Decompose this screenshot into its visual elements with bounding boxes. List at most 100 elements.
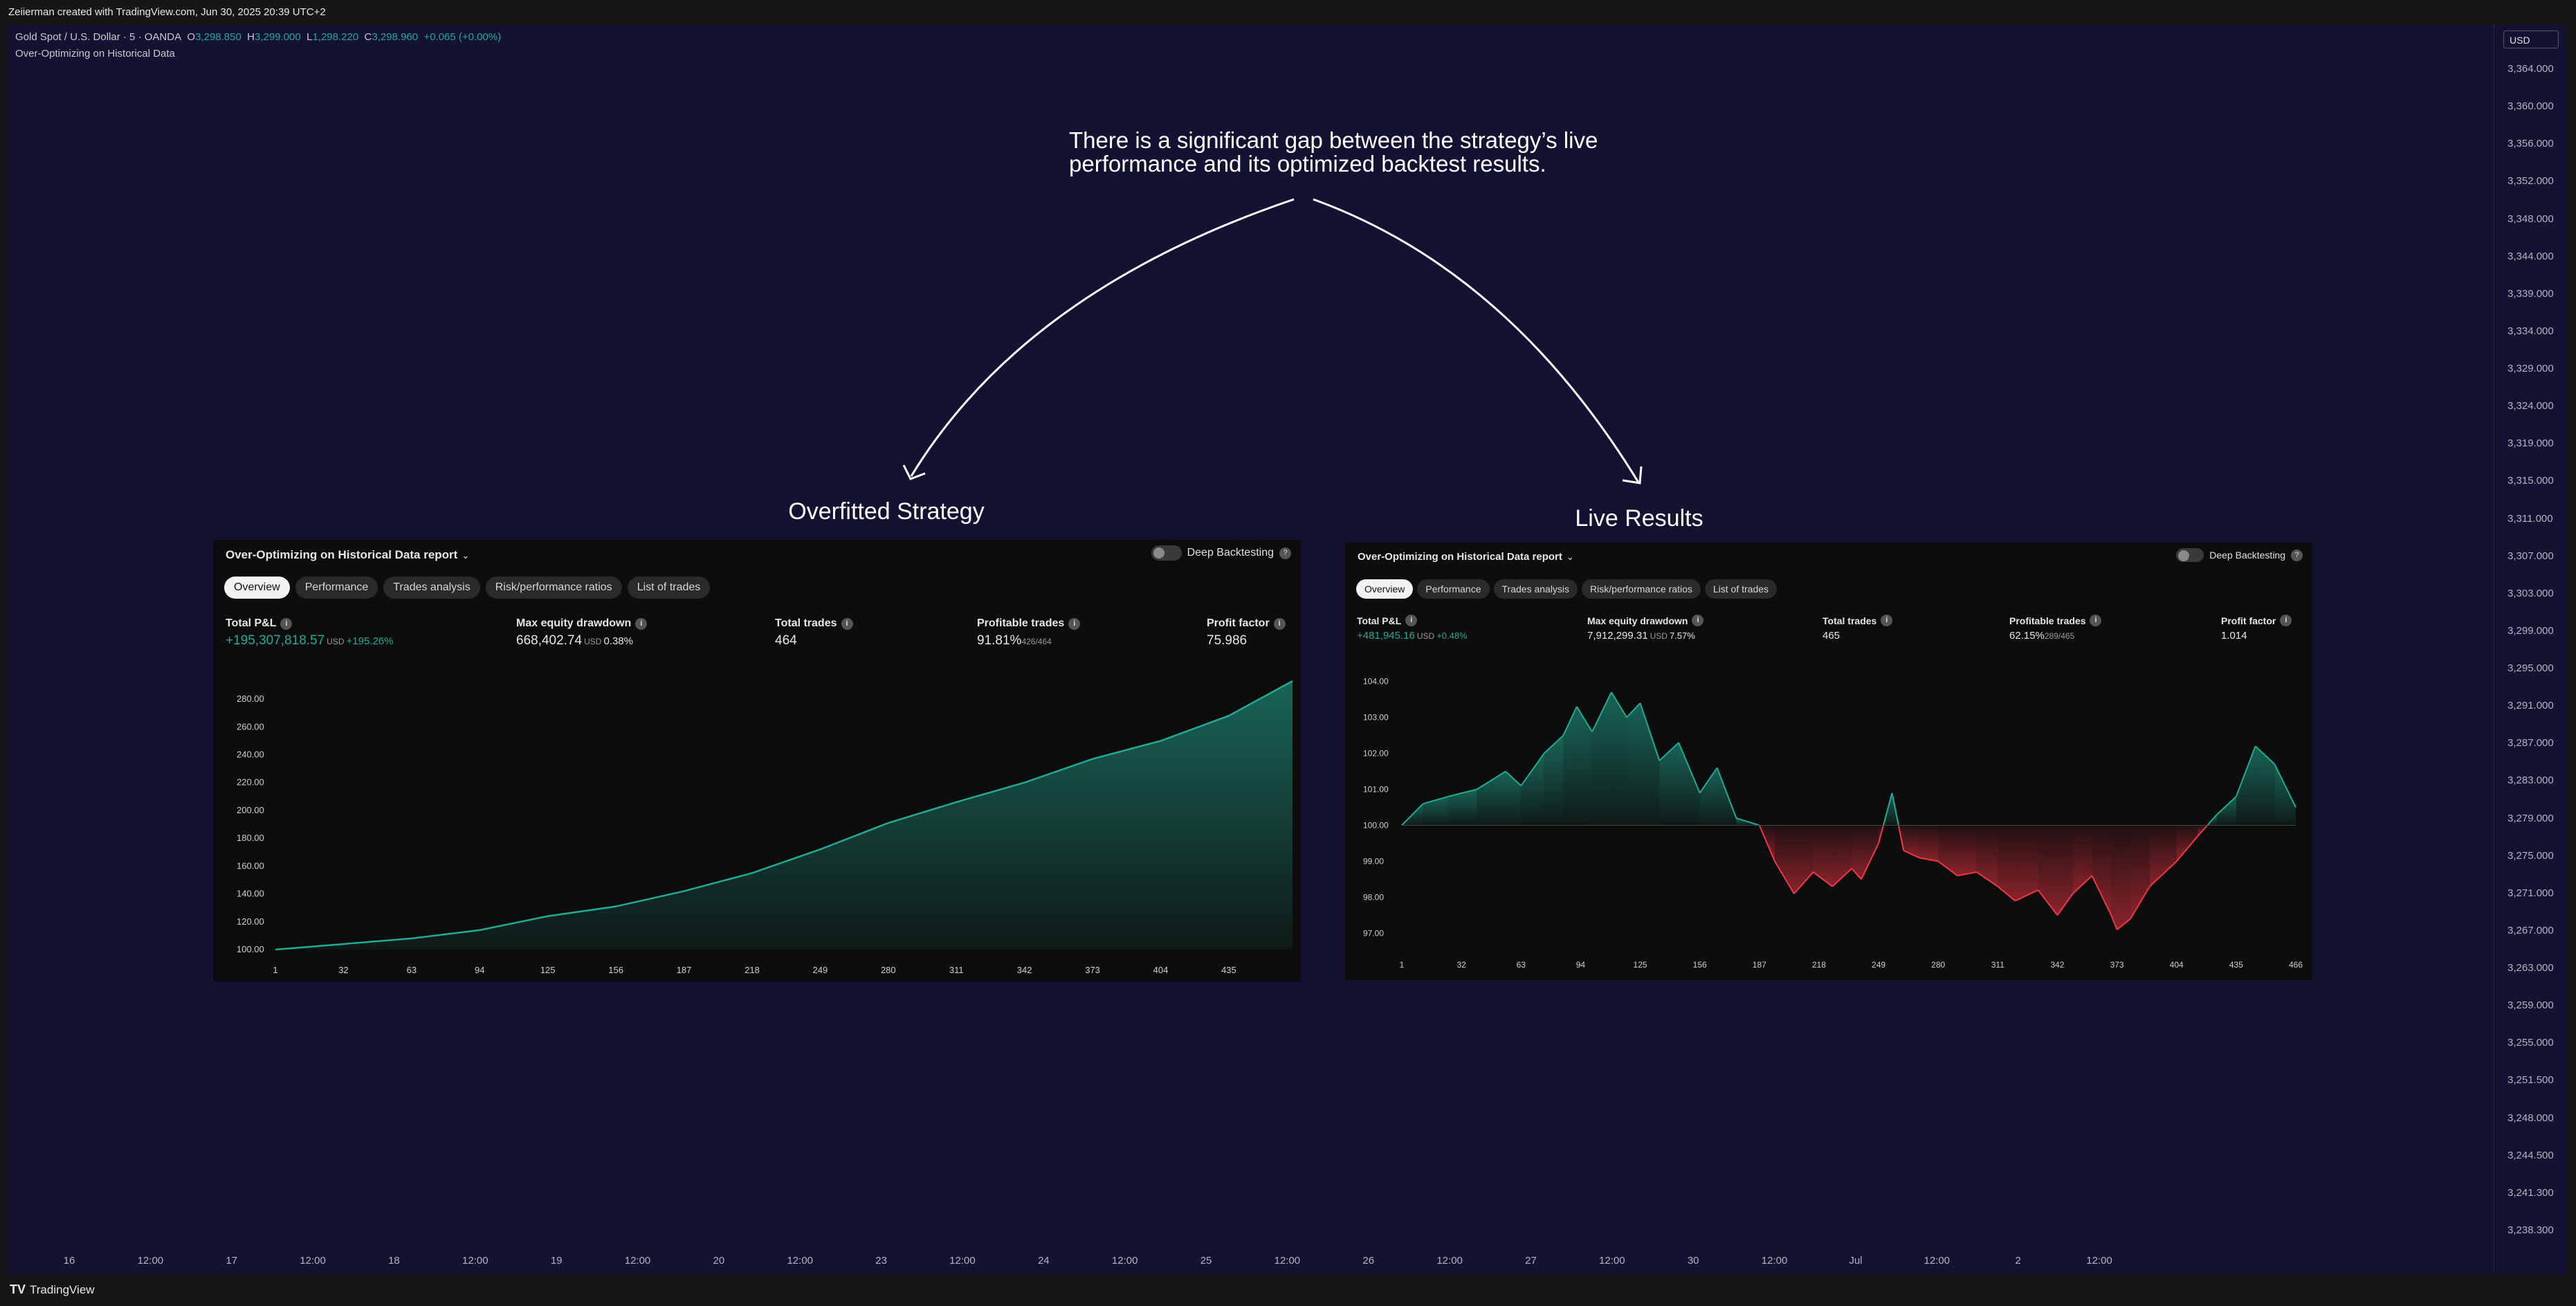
time-tick: 20 — [713, 1255, 725, 1267]
loss-line — [2072, 875, 2093, 894]
gain-line — [1659, 742, 1679, 761]
info-icon[interactable]: i — [1405, 615, 1418, 626]
x-tick-label: 1 — [273, 965, 277, 975]
equity-chart-live: 97.00 98.00 99.00 100.00 101.00 102.00 103.00 1… — [1363, 677, 2303, 970]
loss-line — [1861, 843, 1879, 880]
info-icon[interactable]: i — [2280, 615, 2292, 626]
tab-list-of-trades[interactable]: List of trades — [1704, 579, 1778, 599]
loss-area — [1861, 825, 1879, 880]
open-value: 3,298.850 — [195, 31, 241, 43]
loss-area — [1957, 825, 1977, 876]
loss-area — [2057, 825, 2073, 916]
info-icon[interactable]: i — [841, 617, 853, 630]
gain-area — [1640, 702, 1660, 826]
y-tick-label: 101.00 — [1363, 785, 1389, 795]
price-tick: 3,315.000 — [2508, 475, 2554, 487]
loss-line — [2197, 824, 2208, 837]
loss-line — [2175, 835, 2199, 862]
info-icon[interactable]: i — [280, 617, 293, 630]
x-tick-label: 1 — [1400, 960, 1405, 970]
price-tick: 3,275.000 — [2508, 849, 2554, 862]
loss-line — [2110, 915, 2118, 930]
tab-trades-analysis[interactable]: Trades analysis — [383, 577, 480, 599]
study-legend[interactable]: Over-Optimizing on Historical Data — [15, 48, 175, 60]
arrowhead-left — [902, 464, 926, 480]
loss-area — [2015, 825, 2038, 901]
equity-chart-overfitted: 100.00 120.00 140.00 160.00 180.00 200.00 220.… — [237, 680, 1293, 975]
loss-area — [1852, 825, 1862, 880]
tab-risk-ratios[interactable]: Risk/performance ratios — [1582, 579, 1701, 599]
info-icon[interactable]: i — [1273, 617, 1286, 630]
report-title[interactable]: Over-Optimizing on Historical Data repor… — [1358, 551, 1574, 563]
price-scale[interactable] — [2494, 25, 2566, 1274]
deep-backtesting[interactable]: Deep Backtesting ? — [1151, 545, 1291, 561]
gain-line — [1401, 803, 1424, 826]
gain-line — [2274, 763, 2296, 808]
gain-area — [1679, 742, 1700, 826]
gain-line — [1626, 702, 1641, 718]
price-tick: 3,248.000 — [2508, 1112, 2554, 1124]
report-title[interactable]: Over-Optimizing on Historical Data repor… — [226, 548, 470, 561]
symbol-legend[interactable]: Gold Spot / U.S. Dollar · 5 · OANDA O3,2… — [15, 31, 502, 43]
price-tick: 3,324.000 — [2508, 400, 2554, 412]
tab-overview[interactable]: Overview — [1356, 579, 1414, 599]
price-tick: 3,303.000 — [2508, 587, 2554, 599]
price-tick: 3,344.000 — [2508, 250, 2554, 262]
stat-total-pnl: Total P&L i +481,945.16 USD +0.48% — [1357, 615, 1468, 642]
tab-list-of-trades[interactable]: List of trades — [627, 577, 711, 599]
x-tick-label: 32 — [1456, 960, 1466, 970]
loss-line — [2116, 918, 2131, 930]
price-tick: 3,259.000 — [2508, 999, 2554, 1012]
loss-area — [1938, 825, 1957, 876]
low-value: 1,298.220 — [312, 31, 359, 43]
tab-overview[interactable]: Overview — [224, 577, 290, 599]
tradingview-logo[interactable]: TV TradingView — [10, 1282, 95, 1296]
report-tabs: Overview Performance Trades analysis Ris… — [224, 577, 711, 599]
stat-profit-factor: Profit factor i 1.014 — [2221, 615, 2292, 642]
time-tick: 12:00 — [1274, 1255, 1301, 1267]
info-icon[interactable]: i — [2090, 615, 2102, 626]
time-tick: 18 — [388, 1255, 400, 1267]
deep-backtesting-toggle[interactable] — [1151, 545, 1182, 561]
loss-area — [1813, 825, 1833, 887]
info-icon[interactable]: i — [1692, 615, 1704, 626]
loss-line — [2037, 889, 2058, 916]
time-tick: 12:00 — [787, 1255, 814, 1267]
x-tick-label: 404 — [1153, 965, 1169, 975]
gain-line — [2207, 814, 2218, 826]
y-tick-label: 103.00 — [1363, 713, 1389, 723]
time-tick: 25 — [1200, 1255, 1212, 1267]
loss-line — [2130, 886, 2150, 920]
price-tick: 3,255.000 — [2508, 1037, 2554, 1049]
tab-trades-analysis[interactable]: Trades analysis — [1493, 579, 1578, 599]
info-icon[interactable]: i — [1068, 617, 1081, 630]
y-tick-label: 280.00 — [237, 693, 264, 704]
help-icon[interactable]: ? — [1279, 547, 1291, 559]
time-tick: 16 — [63, 1255, 75, 1267]
x-tick-label: 156 — [1693, 960, 1707, 970]
info-icon[interactable]: i — [635, 617, 648, 630]
tab-risk-ratios[interactable]: Risk/performance ratios — [485, 577, 622, 599]
gain-area — [1521, 753, 1544, 826]
tab-performance[interactable]: Performance — [1417, 579, 1490, 599]
loss-area — [1903, 825, 1919, 858]
price-tick: 3,283.000 — [2508, 774, 2554, 787]
loss-area — [2149, 825, 2177, 887]
close-value: 3,298.960 — [372, 31, 419, 43]
loss-line — [1957, 871, 1977, 877]
price-tick: 3,329.000 — [2508, 363, 2554, 375]
help-icon[interactable]: ? — [2291, 549, 2303, 561]
price-tick: 3,238.300 — [2508, 1224, 2554, 1236]
stat-total-trades: Total trades i 464 — [775, 617, 853, 649]
deep-backtesting[interactable]: Deep Backtesting ? — [2176, 548, 2303, 562]
gain-area — [1592, 692, 1611, 826]
time-tick: 12:00 — [300, 1255, 326, 1267]
info-icon[interactable]: i — [1881, 615, 1893, 626]
y-tick-label: 200.00 — [237, 805, 264, 815]
deep-backtesting-toggle[interactable] — [2176, 548, 2204, 562]
time-tick: 23 — [875, 1255, 887, 1267]
gain-line — [1543, 734, 1564, 754]
tab-performance[interactable]: Performance — [295, 577, 378, 599]
currency-button[interactable]: USD — [2503, 30, 2559, 48]
